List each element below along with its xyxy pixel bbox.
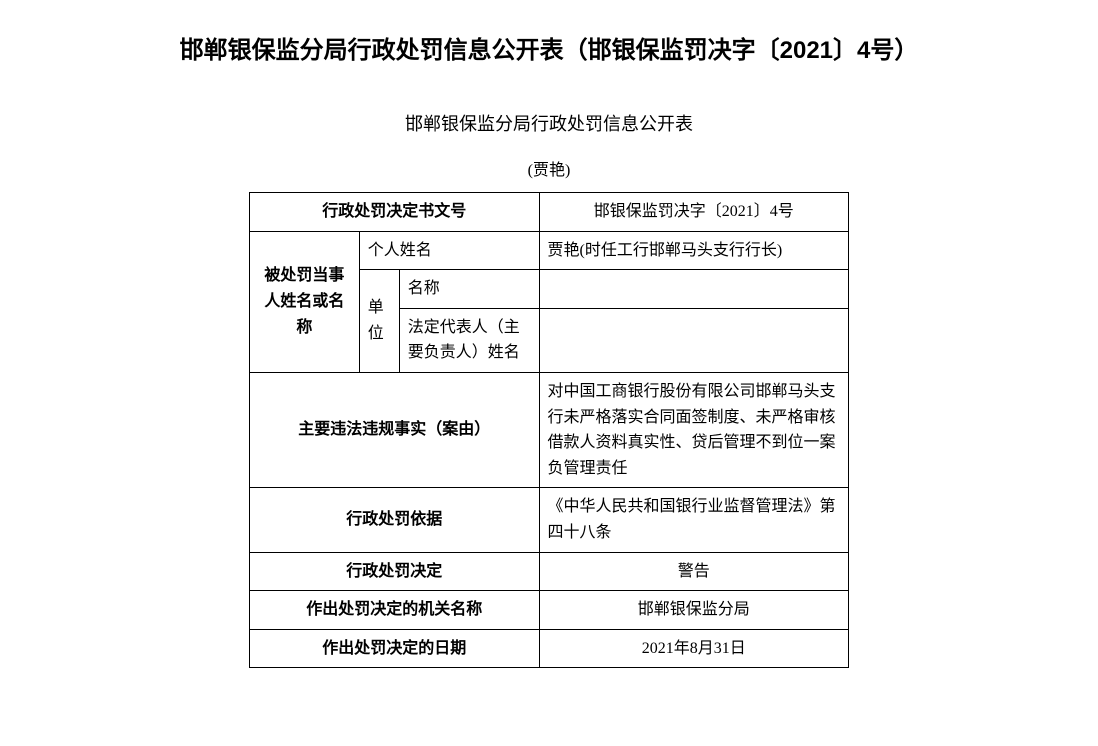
party-main-label: 被处罚当事人姓名或名称 — [250, 231, 360, 372]
decision-date-label: 作出处罚决定的日期 — [250, 629, 540, 668]
penalty-table: 行政处罚决定书文号 邯银保监罚决字〔2021〕4号 被处罚当事人姓名或名称 个人… — [249, 192, 849, 668]
person-name: (贾艳) — [80, 156, 1018, 180]
unit-label: 单位 — [359, 270, 399, 373]
personal-name-value: 贾艳(时任工行邯郸马头支行行长) — [539, 231, 848, 270]
authority-name-value: 邯郸银保监分局 — [539, 591, 848, 630]
table-row: 作出处罚决定的日期 2021年8月31日 — [250, 629, 849, 668]
table-row: 主要违法违规事实（案由） 对中国工商银行股份有限公司邯郸马头支行未严格落实合同面… — [250, 372, 849, 487]
doc-number-value: 邯银保监罚决字〔2021〕4号 — [539, 193, 848, 232]
penalty-basis-label: 行政处罚依据 — [250, 488, 540, 552]
penalty-basis-value: 《中华人民共和国银行业监督管理法》第四十八条 — [539, 488, 848, 552]
table-row: 被处罚当事人姓名或名称 个人姓名 贾艳(时任工行邯郸马头支行行长) — [250, 231, 849, 270]
table-row: 行政处罚依据 《中华人民共和国银行业监督管理法》第四十八条 — [250, 488, 849, 552]
authority-name-label: 作出处罚决定的机关名称 — [250, 591, 540, 630]
unit-rep-label: 法定代表人（主要负责人）姓名 — [399, 308, 539, 372]
table-row: 行政处罚决定书文号 邯银保监罚决字〔2021〕4号 — [250, 193, 849, 232]
penalty-decision-label: 行政处罚决定 — [250, 552, 540, 591]
decision-date-value: 2021年8月31日 — [539, 629, 848, 668]
unit-name-value — [539, 270, 848, 309]
personal-name-label: 个人姓名 — [359, 231, 539, 270]
violation-facts-value: 对中国工商银行股份有限公司邯郸马头支行未严格落实合同面签制度、未严格审核借款人资… — [539, 372, 848, 487]
unit-rep-value — [539, 308, 848, 372]
table-row: 行政处罚决定 警告 — [250, 552, 849, 591]
sub-title: 邯郸银保监分局行政处罚信息公开表 — [80, 110, 1018, 136]
penalty-decision-value: 警告 — [539, 552, 848, 591]
doc-number-label: 行政处罚决定书文号 — [250, 193, 540, 232]
unit-name-label: 名称 — [399, 270, 539, 309]
table-row: 作出处罚决定的机关名称 邯郸银保监分局 — [250, 591, 849, 630]
violation-facts-label: 主要违法违规事实（案由） — [250, 372, 540, 487]
page-title: 邯郸银保监分局行政处罚信息公开表（邯银保监罚决字〔2021〕4号） — [80, 30, 1018, 65]
